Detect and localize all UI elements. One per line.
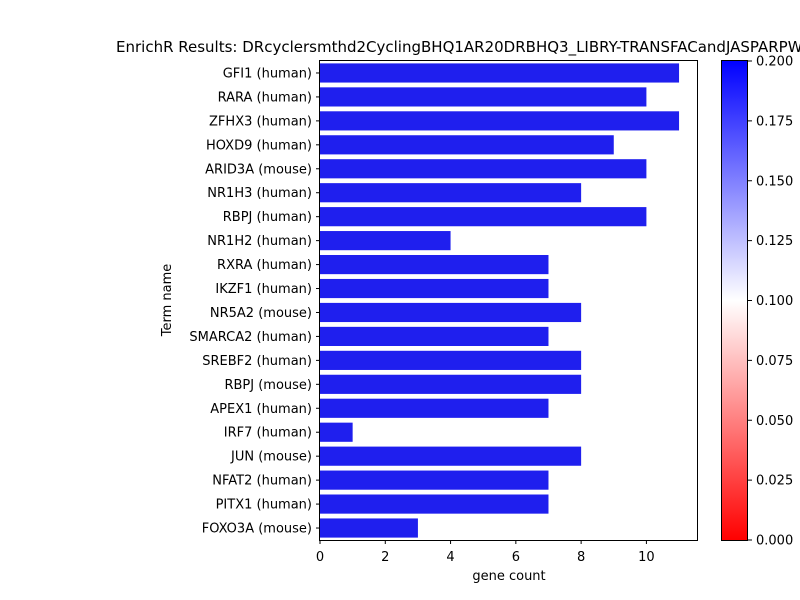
y-tick-label: RBPJ (human) xyxy=(223,210,312,225)
x-tick-label: 10 xyxy=(638,550,655,565)
y-tick-label: FOXO3A (mouse) xyxy=(202,522,312,537)
y-tick-label: NFAT2 (human) xyxy=(212,474,312,489)
x-axis-label: gene count xyxy=(472,569,545,584)
colorbar-tick-label: 0.025 xyxy=(756,474,793,489)
bars-group xyxy=(320,63,680,538)
x-tick-label: 6 xyxy=(512,550,520,565)
y-tick-label: RXRA (human) xyxy=(217,258,312,273)
x-tick-label: 8 xyxy=(577,550,585,565)
bar xyxy=(320,159,647,179)
y-tick-label: IRF7 (human) xyxy=(224,426,312,441)
bar xyxy=(320,494,549,514)
bar xyxy=(320,350,582,370)
bar xyxy=(320,135,614,155)
y-tick-label: SMARCA2 (human) xyxy=(189,330,312,345)
y-tick-label: ZFHX3 (human) xyxy=(209,114,312,129)
y-tick-label: PITX1 (human) xyxy=(216,498,312,513)
y-tick-label: HOXD9 (human) xyxy=(206,138,312,153)
y-tick-label: NR1H3 (human) xyxy=(207,186,312,201)
colorbar-tick-group: 0.000 0.025 0.050 0.075 0.100 0.125 0.150 0.175… xyxy=(748,55,793,549)
y-tick-label: GFI1 (human) xyxy=(223,66,312,81)
y-tick-label: NR5A2 (mouse) xyxy=(210,306,312,321)
y-tick-label: SREBF2 (human) xyxy=(202,354,312,369)
colorbar-tick-label: 0.200 xyxy=(756,55,793,70)
colorbar-tick-label: 0.100 xyxy=(756,294,793,309)
bar xyxy=(320,422,353,442)
bar xyxy=(320,470,549,490)
x-tick-label: 0 xyxy=(316,550,324,565)
colorbar-tick-label: 0.050 xyxy=(756,414,793,429)
y-tick-label: JUN (mouse) xyxy=(230,450,312,465)
colorbar xyxy=(721,60,748,541)
bar xyxy=(320,398,549,418)
bar xyxy=(320,302,582,323)
y-tick-label: APEX1 (human) xyxy=(210,402,312,417)
x-tick-group: 0 2 4 6 8 10 xyxy=(316,540,655,565)
y-tick-label: RARA (human) xyxy=(218,90,312,105)
colorbar-tick-label: 0.075 xyxy=(756,354,793,369)
bar xyxy=(320,231,451,251)
y-axis-label: Term name xyxy=(160,264,175,338)
y-tick-label: RBPJ (mouse) xyxy=(224,378,312,393)
x-tick-label: 2 xyxy=(381,550,389,565)
colorbar-tick-label: 0.125 xyxy=(756,234,793,249)
bar xyxy=(320,254,549,275)
bar xyxy=(320,326,549,347)
colorbar-tick-label: 0.150 xyxy=(756,174,793,189)
y-tick-label: ARID3A (mouse) xyxy=(205,162,312,177)
bar xyxy=(320,374,582,394)
x-tick-label: 4 xyxy=(446,550,454,565)
bar xyxy=(320,183,582,203)
y-tick-label: NR1H2 (human) xyxy=(207,234,312,249)
bar xyxy=(320,63,680,83)
plot-frame xyxy=(319,60,698,541)
bar xyxy=(320,446,582,466)
bar xyxy=(320,111,680,131)
chart-title: EnrichR Results: DRcyclersmthd2CyclingBH… xyxy=(116,38,800,57)
colorbar-tick-label: 0.000 xyxy=(756,534,793,549)
colorbar-tick-label: 0.175 xyxy=(756,114,793,129)
bar xyxy=(320,518,418,538)
y-tick-group: GFI1 (human) RARA (human) ZFHX3 (human) HOX… xyxy=(189,66,320,537)
bar xyxy=(320,207,647,227)
y-tick-label: IKZF1 (human) xyxy=(215,282,312,297)
bar xyxy=(320,278,549,299)
bar xyxy=(320,87,647,107)
